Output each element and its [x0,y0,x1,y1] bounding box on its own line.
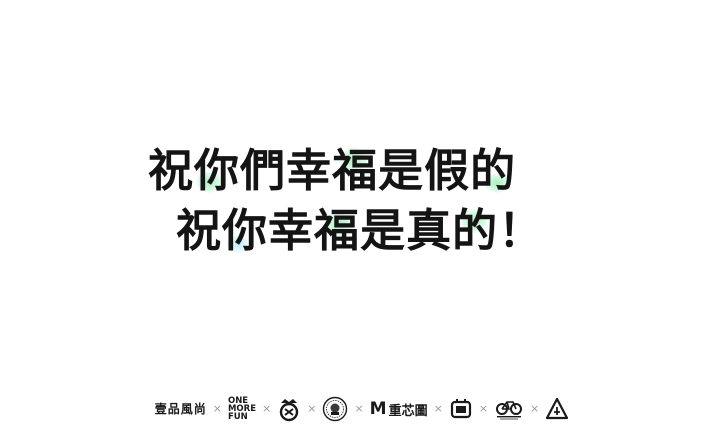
m-brand-logo: M 重芯圖 [370,395,428,423]
round-badge-icon [322,395,348,423]
yipin-logo-text: 壹品風尚 [154,402,207,416]
headline-char: 你 [222,204,269,257]
bicycle-icon [494,395,524,423]
separator: × [262,402,272,415]
headline-line-1: 祝你們幸福是假的 [148,143,516,199]
headline-char: 真 [406,204,453,257]
headline-char: 幸 [268,204,315,257]
separator: × [433,402,443,415]
headline-char: ！ [498,204,545,257]
headline-char: 你 [194,144,241,197]
partner-logo-strip: 壹品風尚 × ONE MORE FUN × × × M 重芯 [0,393,724,425]
headline-char: 是 [360,204,407,257]
m-brand-text: 重芯圖 [388,403,428,419]
headline-char: 祝 [176,204,223,257]
headline-char: 的 [470,144,517,197]
headline-char: 的 [452,204,499,257]
headline-char: 幸 [286,144,333,197]
m-brand-mark: M [369,399,387,419]
headline-line-2: 祝你幸福是真的！ [176,203,544,259]
separator: × [354,402,364,415]
headline-char: 假 [424,144,471,197]
omf-line: FUN [227,412,248,422]
headline-char: 是 [378,144,425,197]
separator: × [212,402,222,415]
separator: × [530,402,540,415]
headline-char: 福 [314,204,361,257]
crown-emblem-icon [277,395,301,423]
separator: × [307,402,317,415]
yipin-logo: 壹品風尚 [155,395,207,423]
headline-char: 們 [240,144,287,197]
headline-char: 祝 [148,144,195,197]
frame-emblem-icon [449,395,473,423]
one-more-fun-logo: ONE MORE FUN [228,395,256,423]
omf-line: ONE [227,396,249,406]
omf-line: MORE [227,404,257,414]
headline-char: 福 [332,144,379,197]
triangle-mark-icon [545,395,569,423]
separator: × [478,402,489,415]
